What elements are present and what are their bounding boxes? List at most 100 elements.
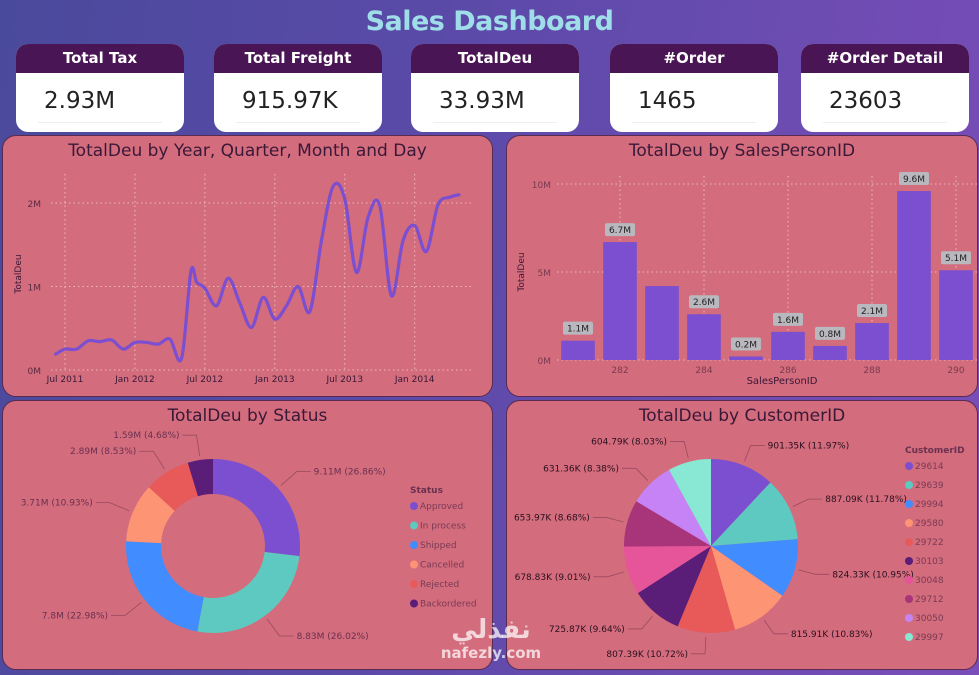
watermark-latin: nafezly.com <box>440 644 542 662</box>
pie-slice <box>711 459 771 546</box>
pie-slice <box>677 546 736 633</box>
y-axis-label: TotalDeu <box>517 252 527 292</box>
slice-data-label: 604.79K (8.03%) <box>591 437 667 447</box>
leader-line <box>763 619 788 635</box>
pie-slice <box>187 459 213 497</box>
legend-item: 30050 <box>915 614 944 624</box>
legend-item: Rejected <box>420 580 459 590</box>
kpi-value: 2.93M <box>38 80 162 123</box>
legend-item: Cancelled <box>420 561 464 571</box>
data-label: 0.2M <box>735 340 757 350</box>
legend-item: 29722 <box>915 538 944 548</box>
bar <box>729 356 763 360</box>
x-tick-label: 286 <box>779 366 796 376</box>
x-tick-label: Jul 2012 <box>186 375 224 385</box>
donut-chart-panel[interactable]: TotalDeu by Status 9.11M (26.86%) 8.83M (… <box>2 400 493 670</box>
x-tick-label: 290 <box>947 366 964 376</box>
legend-marker <box>905 538 913 546</box>
bar <box>813 345 847 360</box>
legend-marker <box>905 576 913 584</box>
watermark: نفذلي nafezly.com <box>432 616 550 662</box>
kpi-card-order-detail-count[interactable]: #Order Detail 23603 <box>801 44 969 132</box>
pie-chart[interactable]: 901.35K (11.97%) 887.09K (11.78%) 824.33K … <box>507 401 979 671</box>
x-tick-label: Jul 2011 <box>46 375 84 385</box>
slice-data-label: 901.35K (11.97%) <box>768 442 850 452</box>
bar <box>603 242 637 360</box>
kpi-value: 33.93M <box>433 80 557 123</box>
line-chart[interactable]: 0M 1M 2M Jul 2011 Jan 2012 Jul 2012 Jan 2013 Ju… <box>3 136 494 398</box>
chart-title: TotalDeu by CustomerID <box>638 406 846 426</box>
pie-slice <box>637 546 711 627</box>
legend-item: 30103 <box>915 557 944 567</box>
legend-item: 29614 <box>915 462 944 472</box>
leader-line <box>111 602 142 616</box>
pie-chart-panel[interactable]: TotalDeu by CustomerID 901.35K (11.97%) 8… <box>506 400 978 670</box>
legend-marker <box>905 614 913 622</box>
x-tick-label: 282 <box>611 366 628 376</box>
pie-slice <box>624 501 711 547</box>
leader-line <box>95 502 130 512</box>
chart-title: TotalDeu by Status <box>167 406 328 426</box>
x-tick-label: Jul 2013 <box>325 375 363 385</box>
y-tick-label: 5M <box>538 269 552 279</box>
legend-marker <box>905 595 913 603</box>
donut-chart[interactable]: 9.11M (26.86%) 8.83M (26.02%) 7.8M (22.98%… <box>3 401 494 671</box>
slice-data-label: 725.87K (9.64%) <box>549 625 625 635</box>
legend-item: 29712 <box>915 595 944 605</box>
data-label: 6.7M <box>609 226 631 236</box>
slice-data-label: 2.89M (8.53%) <box>70 447 136 457</box>
legend-item: Shipped <box>420 541 457 551</box>
legend-item: 29994 <box>915 500 944 510</box>
kpi-card-order-count[interactable]: #Order 1465 <box>610 44 778 132</box>
pie-slice <box>711 546 783 630</box>
legend-marker <box>410 580 418 588</box>
pie-slice <box>711 539 798 596</box>
legend-marker <box>410 599 418 608</box>
leader-line <box>593 571 624 578</box>
legend-marker <box>905 557 913 565</box>
x-tick-label: Jan 2014 <box>394 375 435 385</box>
x-tick-label: Jan 2012 <box>114 375 155 385</box>
bar <box>771 331 805 360</box>
slice-data-label: 8.83M (26.02%) <box>297 632 369 642</box>
data-label-bg <box>773 312 803 326</box>
pie-slice <box>711 482 798 546</box>
pie-slice <box>668 459 711 546</box>
pie-slice <box>213 459 301 557</box>
kpi-card-total-deu[interactable]: TotalDeu 33.93M <box>411 44 579 132</box>
leader-line <box>670 441 689 458</box>
bar-chart-panel[interactable]: TotalDeu by SalesPersonID 0M 5M 10M TotalDe… <box>506 135 978 397</box>
legend-marker <box>905 500 913 508</box>
line-series <box>54 181 461 363</box>
kpi-card-total-tax[interactable]: Total Tax 2.93M <box>16 44 184 132</box>
x-tick-label: Jan 2013 <box>254 375 295 385</box>
slice-data-label: 807.39K (10.72%) <box>606 650 688 660</box>
data-label-bg <box>899 172 929 186</box>
legend-marker <box>905 481 913 489</box>
bar <box>855 323 889 360</box>
data-label-bg <box>731 337 761 351</box>
legend-item: In process <box>420 522 466 532</box>
leader-line <box>690 636 707 655</box>
slice-data-label: 678.83K (9.01%) <box>515 573 591 583</box>
legend-item: 29639 <box>915 481 944 491</box>
legend-marker <box>410 541 418 549</box>
data-label-bg <box>815 326 845 340</box>
slice-data-label: 631.36K (8.38%) <box>543 464 619 474</box>
kpi-value: 1465 <box>632 80 756 123</box>
data-label-bg <box>689 295 719 309</box>
line-chart-panel[interactable]: TotalDeu by Year, Quarter, Month and Day… <box>2 135 493 397</box>
bar-chart[interactable]: 0M 5M 10M TotalDeu SalesPersonID 1.1M 6.7M 282 2… <box>507 136 979 398</box>
data-label: 1.1M <box>567 325 589 335</box>
y-tick-label: 0M <box>538 357 552 367</box>
slice-data-label: 7.8M (22.98%) <box>42 611 108 621</box>
x-axis-label: SalesPersonID <box>747 376 818 387</box>
bar <box>687 314 721 360</box>
kpi-card-total-freight[interactable]: Total Freight 915.97K <box>214 44 382 132</box>
legend-item: 30048 <box>915 576 944 586</box>
kpi-label: #Order Detail <box>801 44 969 73</box>
data-label-bg <box>941 251 971 265</box>
kpi-label: #Order <box>610 44 778 73</box>
kpi-label: Total Freight <box>214 44 382 73</box>
pie-slice <box>197 552 300 633</box>
